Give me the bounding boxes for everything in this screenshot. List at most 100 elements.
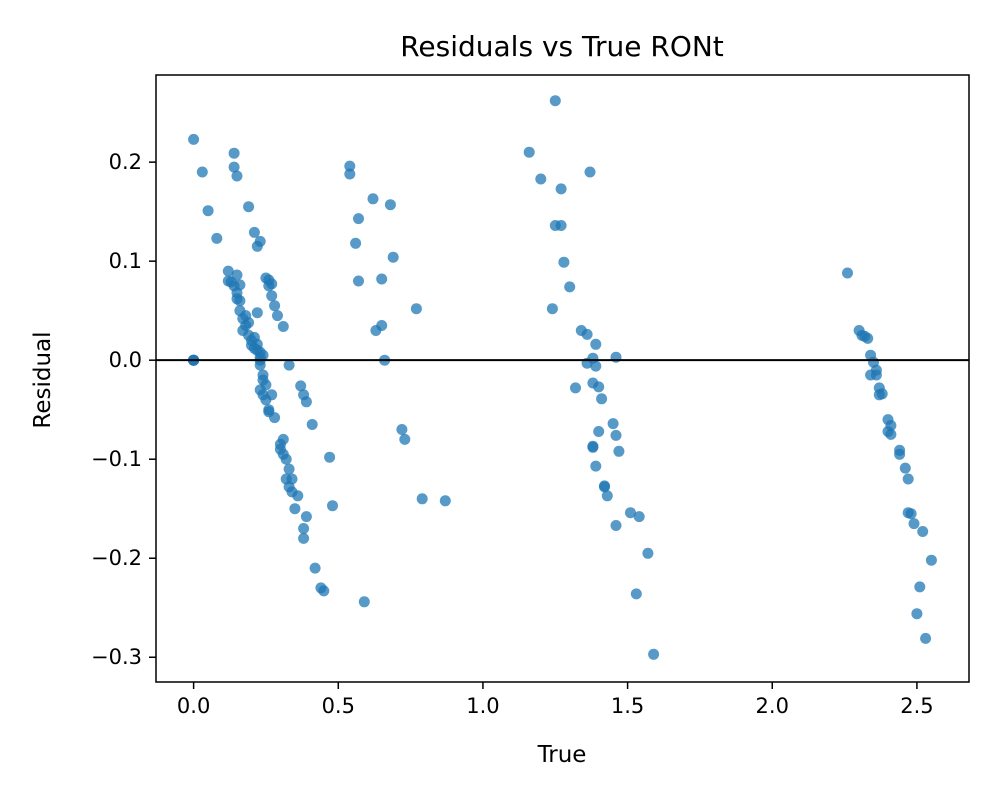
data-point-85 [327,500,338,512]
y-axis-label: Residual [30,331,56,428]
data-point-47 [260,379,272,391]
data-point-115 [581,328,593,340]
data-point-103 [439,495,451,507]
data-point-91 [358,596,370,608]
data-point-0 [188,133,200,145]
data-point-130 [613,445,625,457]
data-point-145 [862,332,874,344]
data-point-138 [642,547,654,559]
data-point-135 [610,520,622,531]
data-point-77 [306,419,318,430]
data-point-52 [269,412,281,424]
y-tick-label: 0.0 [109,348,142,372]
data-point-112 [564,281,576,293]
x-axis: 0.0 0.5 1.0 1.5 2.0 2.5 [177,682,934,718]
data-point-119 [590,360,602,372]
data-point-78 [324,451,336,463]
data-point-5 [196,166,208,178]
x-tick-label: 2.0 [756,694,789,718]
data-point-63 [277,433,289,445]
y-tick-label: 0.1 [109,249,142,273]
data-point-102 [416,493,428,505]
data-point-140 [648,648,660,660]
data-point-90 [353,275,364,287]
data-point-169 [920,632,932,644]
data-point-95 [376,273,388,285]
data-point-81 [298,532,310,544]
data-point-74 [295,380,307,392]
data-point-30 [251,307,263,319]
y-tick-label: −0.1 [91,447,142,471]
data-point-99 [396,424,408,435]
data-point-94 [387,251,399,263]
data-point-88 [353,213,364,225]
data-point-66 [280,453,292,465]
data-point-93 [384,199,396,211]
y-tick-label: 0.2 [109,150,142,174]
data-point-131 [590,460,602,472]
data-point-157 [885,428,897,440]
data-point-126 [610,429,622,441]
data-point-42 [254,359,266,371]
data-point-12 [228,161,240,173]
chart-title: Residuals vs True RONt [400,30,724,63]
data-point-51 [266,389,278,401]
data-point-19 [231,293,243,305]
data-point-72 [292,490,304,502]
y-tick-label: −0.2 [91,546,142,570]
data-point-89 [350,237,362,249]
x-tick-label: 1.0 [466,694,499,718]
data-point-164 [908,518,920,530]
data-point-125 [607,418,619,430]
data-point-163 [905,508,917,520]
data-point-82 [309,562,321,574]
data-point-139 [630,588,642,600]
x-tick-label: 2.5 [900,694,933,718]
data-point-116 [590,338,602,350]
data-point-136 [625,507,636,519]
data-point-161 [902,473,914,485]
data-point-100 [399,433,411,445]
data-point-84 [318,585,330,597]
data-point-160 [899,462,911,474]
data-point-80 [298,523,310,534]
data-point-124 [596,393,608,405]
data-point-76 [300,396,312,408]
data-point-104 [523,146,535,158]
data-point-25 [243,317,255,329]
data-point-133 [599,481,610,493]
data-point-129 [587,441,599,453]
data-point-79 [300,511,312,523]
data-point-127 [593,426,605,437]
data-point-8 [222,265,234,277]
data-point-110 [555,220,567,231]
data-point-7 [211,232,223,244]
data-point-41 [257,349,269,361]
data-point-27 [248,226,260,238]
x-tick-label: 0.0 [177,694,210,718]
data-point-15 [231,269,243,281]
data-point-111 [558,256,570,268]
data-point-168 [911,608,923,620]
data-point-11 [228,147,240,159]
points-layer [188,95,937,660]
y-tick-label: −0.3 [91,645,142,669]
data-point-13 [231,170,243,182]
data-point-57 [266,290,278,302]
data-point-61 [283,359,295,371]
data-point-153 [873,389,885,401]
data-point-87 [344,168,356,180]
data-point-167 [914,581,926,593]
data-point-165 [917,526,929,537]
data-point-134 [601,490,613,502]
data-point-141 [842,267,853,279]
data-point-105 [535,173,547,185]
plot-frame [155,74,970,683]
data-point-73 [289,503,301,515]
y-axis: −0.3 −0.2 −0.1 0.0 0.1 0.2 [91,150,156,669]
data-point-106 [549,95,561,107]
data-point-159 [894,448,906,460]
data-point-123 [593,381,605,393]
data-point-108 [584,166,596,178]
